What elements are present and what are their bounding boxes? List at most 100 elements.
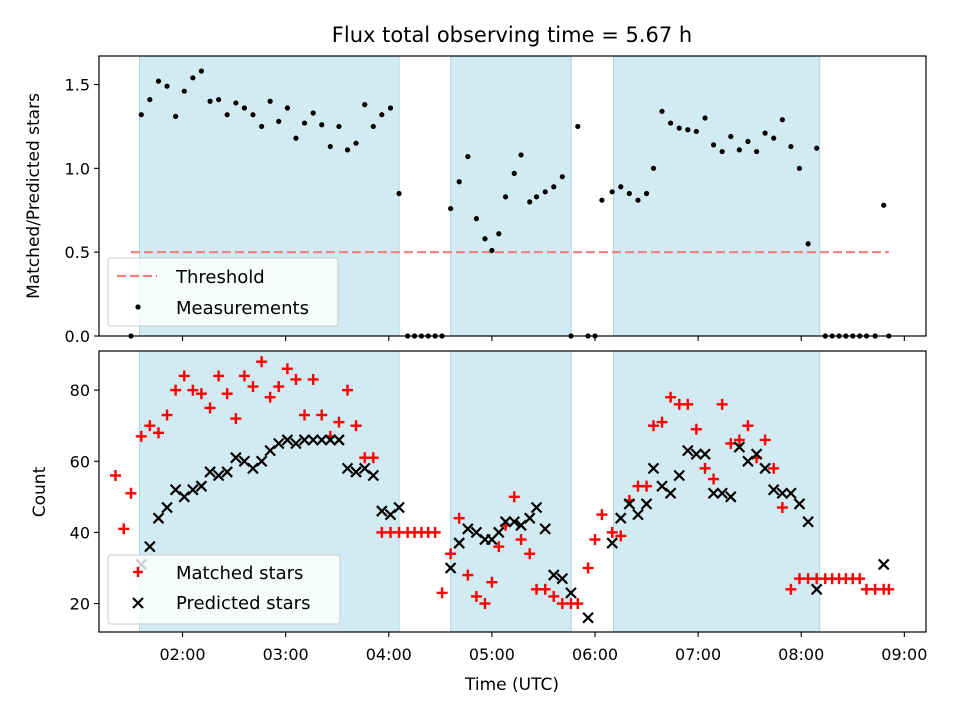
matched-star-point	[247, 381, 259, 393]
matched-star-point	[221, 388, 233, 400]
predicted-star-point	[810, 583, 823, 596]
measurement-point	[344, 147, 351, 153]
measurement-point	[233, 100, 239, 106]
predicted-star-point	[499, 515, 512, 528]
measurement-point	[319, 122, 325, 128]
measurement-point	[771, 135, 777, 141]
measurement-point	[379, 112, 385, 118]
measurement-point	[155, 78, 162, 84]
matched-star-point	[238, 370, 250, 382]
ratio-axis-ticks: 0.0 0.5 1.0 1.5	[65, 76, 905, 346]
predicted-star-point	[623, 498, 636, 510]
predicted-star-point	[453, 537, 465, 549]
matched-star-point	[589, 534, 601, 546]
legend-measurements-label: Measurements	[176, 298, 309, 319]
matched-star-point	[606, 526, 618, 538]
measurement-point	[456, 179, 462, 185]
measurement-point	[788, 143, 794, 150]
predicted-star-point	[750, 448, 763, 460]
xtick-label: 06:00	[572, 645, 618, 664]
ratio-ytick-label: 0.0	[65, 327, 90, 346]
measurement-point	[533, 194, 540, 200]
predicted-star-point	[707, 487, 720, 500]
count-ytick-label: 40	[70, 523, 90, 542]
predicted-star-point	[307, 434, 319, 446]
measurement-point	[710, 142, 717, 148]
matched-star-point	[785, 583, 797, 595]
predicted-star-point	[144, 540, 156, 553]
predicted-star-point	[152, 512, 165, 524]
measurement-point	[719, 148, 725, 155]
measurement-point	[448, 205, 454, 212]
predicted-star-point	[767, 483, 780, 496]
measurement-point	[881, 202, 887, 208]
predicted-star-point	[785, 487, 797, 500]
legend-predicted-label: Predicted stars	[176, 593, 310, 614]
matched-star-point	[135, 430, 147, 442]
matched-star-point	[699, 462, 711, 474]
legend-matched-label: Matched stars	[176, 563, 303, 584]
ratio-legend: Threshold Measurements	[107, 257, 339, 327]
matched-star-point	[213, 370, 225, 382]
count-panel: 20 40 60 80 02:00 03:00 04:00 05:00 06:00 07:00 08…	[30, 350, 927, 695]
matched-star-point	[733, 434, 745, 446]
predicted-star-point	[530, 501, 543, 514]
matched-star-point	[615, 530, 627, 542]
predicted-star-point	[582, 611, 594, 624]
measurement-point	[575, 123, 581, 130]
predicted-star-point	[508, 515, 521, 528]
predicted-star-point	[444, 562, 457, 574]
xtick-label: 03:00	[263, 645, 309, 664]
matched-star-point	[524, 548, 536, 560]
matched-star-point	[641, 480, 653, 492]
matched-star-point	[486, 576, 498, 588]
predicted-star-point	[802, 515, 814, 528]
predicted-star-point	[793, 498, 806, 510]
predicted-star-point	[298, 434, 311, 446]
measurement-point	[216, 96, 222, 103]
matched-star-point	[690, 423, 702, 435]
predicted-star-point	[341, 462, 354, 475]
predicted-star-point	[725, 491, 737, 503]
predicted-star-point	[547, 569, 560, 581]
measurement-point	[198, 68, 204, 74]
matched-star-point	[290, 373, 302, 385]
count-shaded-band	[450, 350, 572, 633]
measurement-point	[387, 105, 394, 111]
matched-star-point	[152, 427, 164, 439]
matched-star-point	[493, 541, 505, 553]
count-ylabel: Count	[30, 466, 50, 517]
matched-star-point	[462, 569, 474, 581]
predicted-star-point	[462, 523, 474, 535]
predicted-star-point	[230, 451, 242, 464]
matched-star-point	[307, 373, 319, 385]
measurement-point	[336, 123, 342, 130]
measurement-point	[138, 112, 144, 118]
matched-star-point	[429, 526, 441, 538]
predicted-star-point	[350, 466, 362, 478]
measurement-point	[284, 105, 290, 111]
ratio-shaded-bands	[139, 55, 821, 337]
predicted-star-point	[221, 466, 233, 478]
predicted-star-point	[255, 455, 268, 468]
count-ytick-label: 80	[70, 381, 90, 400]
matched-star-point	[170, 384, 182, 396]
matched-star-point	[445, 548, 457, 560]
matched-star-point	[195, 388, 207, 400]
predicted-star-point	[393, 501, 405, 514]
legend-matched-swatch	[133, 567, 143, 577]
predicted-star-point	[776, 487, 789, 500]
predicted-star-point	[673, 469, 686, 482]
measurement-point	[353, 140, 359, 146]
measurement-point	[267, 98, 273, 104]
ratio-ytick-label: 1.0	[65, 159, 90, 178]
matched-star-point	[333, 416, 345, 428]
measurement-point	[551, 184, 557, 190]
measurement-point	[473, 216, 480, 222]
measurement-point	[259, 123, 265, 130]
measurement-point	[465, 153, 471, 160]
predicted-star-point	[640, 498, 653, 510]
measurement-point	[310, 110, 316, 116]
